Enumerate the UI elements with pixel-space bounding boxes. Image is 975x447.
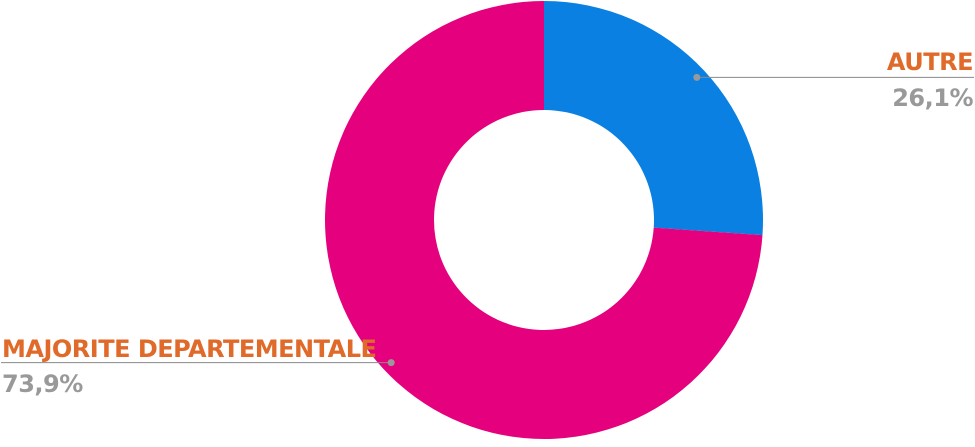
callout-label-autre: AUTRE [886, 48, 974, 76]
leader-dot [387, 359, 395, 367]
callout-value-majorite-departementale: 73,9% [2, 370, 83, 398]
pie-slice-autre[interactable] [544, 1, 763, 236]
callout-label-majorite-departementale: MAJORITE DEPARTEMENTALE [2, 335, 377, 363]
pie-slice-majorite-departementale[interactable] [324, 1, 763, 439]
leader-dot [693, 73, 701, 81]
callout-value-autre: 26,1% [892, 84, 973, 112]
